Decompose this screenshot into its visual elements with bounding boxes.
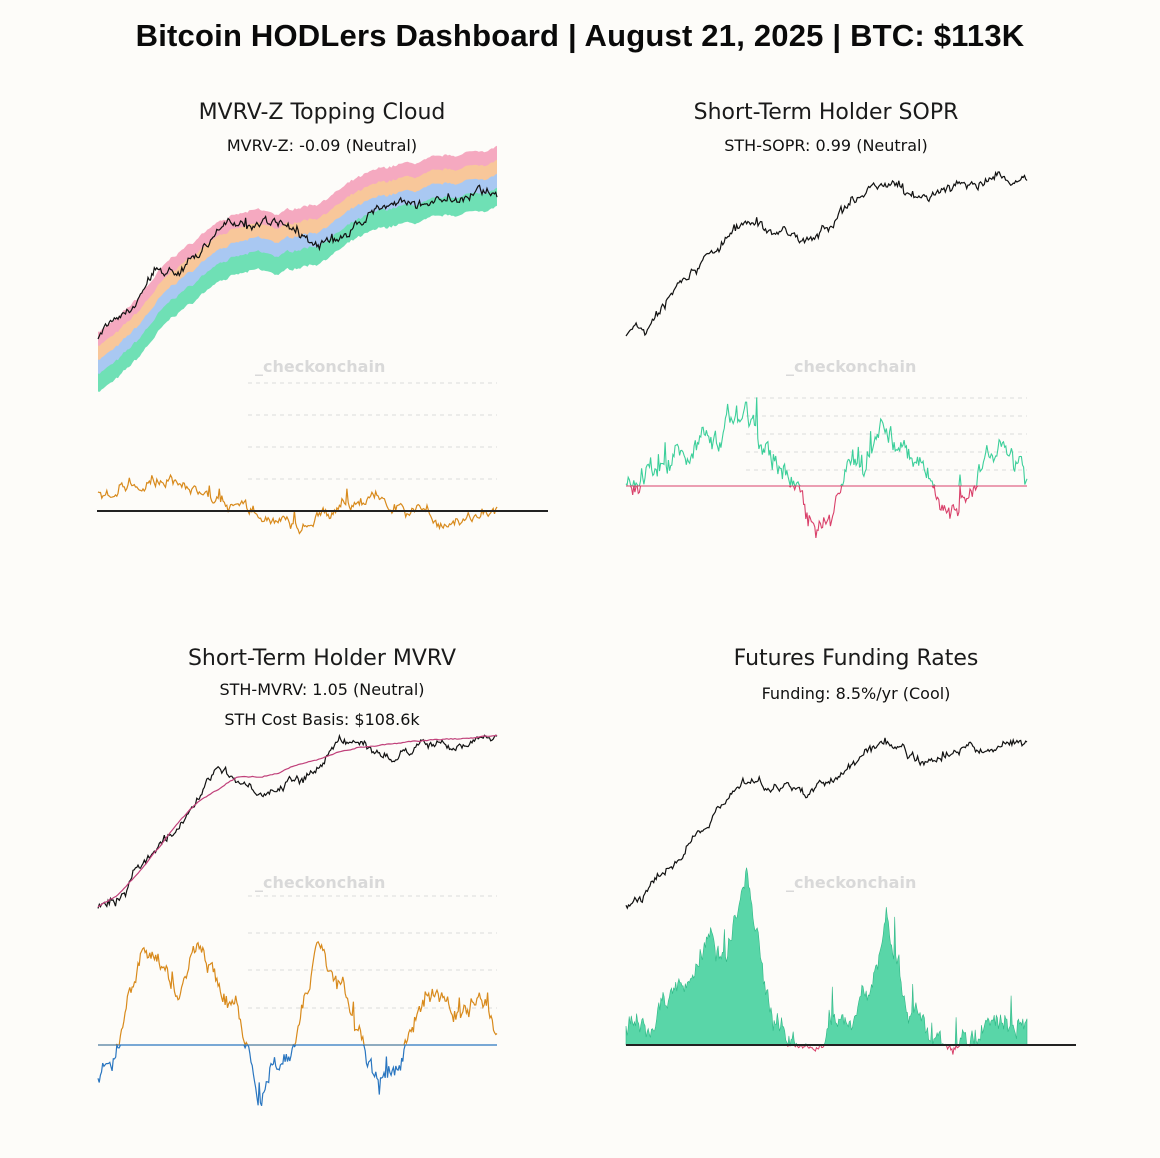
panel-title-mvrvz: MVRV-Z Topping Cloud	[198, 100, 446, 125]
panel-subtitle-mvrvz: MVRV-Z: -0.09 (Neutral)	[226, 136, 418, 155]
cloud-band-3	[98, 145, 497, 350]
watermark-1: _checkonchain	[255, 357, 386, 376]
cloud-band-1	[98, 173, 497, 378]
sth-mvrv-price-line	[97, 733, 498, 909]
funding-negative-line	[626, 1043, 1027, 1055]
cloud-band-2	[98, 159, 497, 364]
watermark-3: _checkonchain	[255, 873, 386, 892]
sth-cost-basis-line	[97, 734, 498, 908]
panel-subtitle-sopr: STH-SOPR: 0.99 (Neutral)	[724, 136, 928, 155]
funding-positive-area	[625, 867, 1028, 1046]
mvrvz-oscillator-line	[97, 473, 498, 535]
panel-title-sth-mvrv: Short-Term Holder MVRV	[187, 646, 457, 671]
watermark-4: _checkonchain	[786, 873, 917, 892]
funding-chart	[625, 737, 1076, 1055]
sth-mvrv-chart	[97, 733, 498, 1107]
mvrvz-chart	[97, 145, 548, 535]
sopr-negative-line	[626, 484, 1027, 538]
dashboard-title: Bitcoin HODLers Dashboard | August 21, 2…	[135, 18, 1025, 53]
cloud-band-0	[98, 187, 497, 392]
sth-mvrv-above-line	[98, 940, 498, 1047]
panel-subtitle-funding: Funding: 8.5%/yr (Cool)	[761, 684, 951, 703]
mvrvz-price-line	[97, 184, 498, 340]
sth-mvrv-below-line	[97, 1043, 497, 1107]
sopr-positive-line	[625, 397, 1028, 488]
funding-price-line	[625, 737, 1028, 910]
panel-title-sopr: Short-Term Holder SOPR	[693, 100, 959, 125]
panel-subtitle-sth-mvrv: STH-MVRV: 1.05 (Neutral)	[219, 680, 425, 699]
panel-subtitle-cost-basis: STH Cost Basis: $108.6k	[224, 710, 420, 729]
watermark-2: _checkonchain	[786, 357, 917, 376]
sopr-chart	[625, 170, 1028, 538]
sopr-price-line	[625, 170, 1028, 337]
panel-title-funding: Futures Funding Rates	[733, 646, 979, 671]
